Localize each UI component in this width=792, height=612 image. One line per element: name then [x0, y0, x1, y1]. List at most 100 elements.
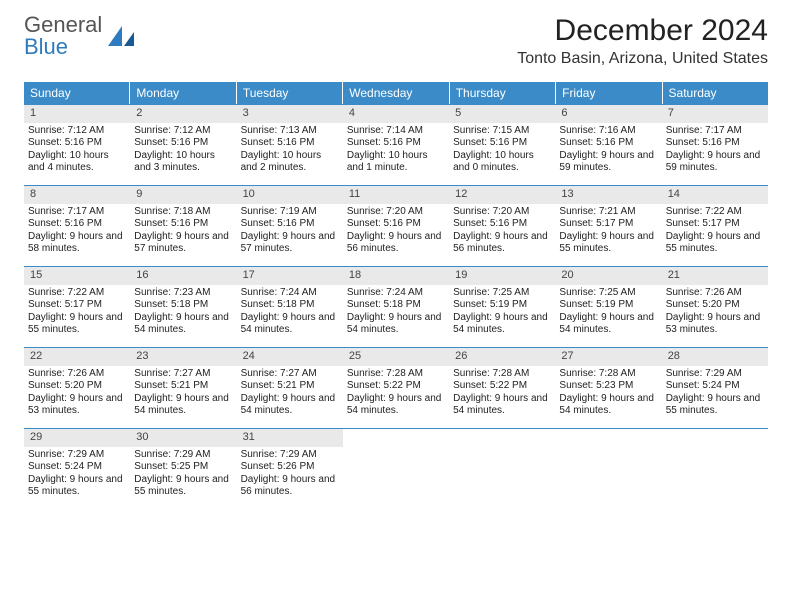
- page-subtitle: Tonto Basin, Arizona, United States: [517, 50, 768, 68]
- daylight-text: Daylight: 9 hours and 53 minutes.: [28, 393, 126, 418]
- sunset-text: Sunset: 5:16 PM: [28, 218, 126, 231]
- sunset-text: Sunset: 5:16 PM: [666, 137, 764, 150]
- week-row: 22Sunrise: 7:26 AMSunset: 5:20 PMDayligh…: [24, 347, 768, 428]
- day-cell: 7Sunrise: 7:17 AMSunset: 5:16 PMDaylight…: [662, 105, 768, 185]
- day-of-week-header: Monday: [130, 82, 236, 104]
- daylight-text: Daylight: 9 hours and 54 minutes.: [241, 393, 339, 418]
- day-body: Sunrise: 7:14 AMSunset: 5:16 PMDaylight:…: [343, 123, 449, 181]
- day-number: 29: [24, 429, 130, 447]
- sunset-text: Sunset: 5:16 PM: [134, 218, 232, 231]
- daylight-text: Daylight: 9 hours and 55 minutes.: [559, 231, 657, 256]
- sunrise-text: Sunrise: 7:12 AM: [134, 125, 232, 138]
- day-body: Sunrise: 7:28 AMSunset: 5:22 PMDaylight:…: [343, 366, 449, 424]
- day-body: Sunrise: 7:21 AMSunset: 5:17 PMDaylight:…: [555, 204, 661, 262]
- sunrise-text: Sunrise: 7:22 AM: [666, 206, 764, 219]
- calendar: SundayMondayTuesdayWednesdayThursdayFrid…: [24, 82, 768, 509]
- top-bar: General Blue December 2024 Tonto Basin, …: [24, 14, 768, 68]
- day-body: Sunrise: 7:15 AMSunset: 5:16 PMDaylight:…: [449, 123, 555, 181]
- day-number: 3: [237, 105, 343, 123]
- daylight-text: Daylight: 9 hours and 57 minutes.: [134, 231, 232, 256]
- sunrise-text: Sunrise: 7:21 AM: [559, 206, 657, 219]
- day-cell: 27Sunrise: 7:28 AMSunset: 5:23 PMDayligh…: [555, 348, 661, 428]
- logo: General Blue: [24, 14, 136, 58]
- sunset-text: Sunset: 5:21 PM: [241, 380, 339, 393]
- sunrise-text: Sunrise: 7:20 AM: [453, 206, 551, 219]
- day-number: 24: [237, 348, 343, 366]
- daylight-text: Daylight: 9 hours and 54 minutes.: [347, 312, 445, 337]
- sunrise-text: Sunrise: 7:27 AM: [241, 368, 339, 381]
- sunrise-text: Sunrise: 7:24 AM: [347, 287, 445, 300]
- day-body: Sunrise: 7:23 AMSunset: 5:18 PMDaylight:…: [130, 285, 236, 343]
- day-body: Sunrise: 7:17 AMSunset: 5:16 PMDaylight:…: [662, 123, 768, 181]
- sunset-text: Sunset: 5:22 PM: [453, 380, 551, 393]
- day-body: Sunrise: 7:22 AMSunset: 5:17 PMDaylight:…: [24, 285, 130, 343]
- sunset-text: Sunset: 5:16 PM: [453, 137, 551, 150]
- week-row: 15Sunrise: 7:22 AMSunset: 5:17 PMDayligh…: [24, 266, 768, 347]
- day-body: Sunrise: 7:22 AMSunset: 5:17 PMDaylight:…: [662, 204, 768, 262]
- daylight-text: Daylight: 9 hours and 58 minutes.: [28, 231, 126, 256]
- day-cell: 5Sunrise: 7:15 AMSunset: 5:16 PMDaylight…: [449, 105, 555, 185]
- day-number: 26: [449, 348, 555, 366]
- day-body: Sunrise: 7:20 AMSunset: 5:16 PMDaylight:…: [343, 204, 449, 262]
- day-cell: 20Sunrise: 7:25 AMSunset: 5:19 PMDayligh…: [555, 267, 661, 347]
- day-cell: 25Sunrise: 7:28 AMSunset: 5:22 PMDayligh…: [343, 348, 449, 428]
- day-body: Sunrise: 7:29 AMSunset: 5:24 PMDaylight:…: [662, 366, 768, 424]
- daylight-text: Daylight: 9 hours and 55 minutes.: [134, 474, 232, 499]
- day-number: 30: [130, 429, 236, 447]
- week-row: 29Sunrise: 7:29 AMSunset: 5:24 PMDayligh…: [24, 428, 768, 509]
- day-number: 28: [662, 348, 768, 366]
- sunrise-text: Sunrise: 7:26 AM: [666, 287, 764, 300]
- day-cell: 13Sunrise: 7:21 AMSunset: 5:17 PMDayligh…: [555, 186, 661, 266]
- day-body: Sunrise: 7:27 AMSunset: 5:21 PMDaylight:…: [237, 366, 343, 424]
- sunrise-text: Sunrise: 7:14 AM: [347, 125, 445, 138]
- day-body: Sunrise: 7:16 AMSunset: 5:16 PMDaylight:…: [555, 123, 661, 181]
- daylight-text: Daylight: 10 hours and 3 minutes.: [134, 150, 232, 175]
- daylight-text: Daylight: 9 hours and 55 minutes.: [28, 474, 126, 499]
- daylight-text: Daylight: 9 hours and 54 minutes.: [347, 393, 445, 418]
- sunset-text: Sunset: 5:16 PM: [241, 137, 339, 150]
- day-cell: 18Sunrise: 7:24 AMSunset: 5:18 PMDayligh…: [343, 267, 449, 347]
- daylight-text: Daylight: 10 hours and 2 minutes.: [241, 150, 339, 175]
- day-cell: 10Sunrise: 7:19 AMSunset: 5:16 PMDayligh…: [237, 186, 343, 266]
- daylight-text: Daylight: 9 hours and 59 minutes.: [559, 150, 657, 175]
- day-number: 18: [343, 267, 449, 285]
- sunset-text: Sunset: 5:18 PM: [241, 299, 339, 312]
- day-body: Sunrise: 7:19 AMSunset: 5:16 PMDaylight:…: [237, 204, 343, 262]
- day-number: 22: [24, 348, 130, 366]
- day-body: Sunrise: 7:28 AMSunset: 5:23 PMDaylight:…: [555, 366, 661, 424]
- day-body: Sunrise: 7:24 AMSunset: 5:18 PMDaylight:…: [237, 285, 343, 343]
- day-number: 2: [130, 105, 236, 123]
- day-cell: [343, 429, 449, 509]
- daylight-text: Daylight: 9 hours and 54 minutes.: [134, 393, 232, 418]
- day-cell: 23Sunrise: 7:27 AMSunset: 5:21 PMDayligh…: [130, 348, 236, 428]
- day-body: Sunrise: 7:26 AMSunset: 5:20 PMDaylight:…: [662, 285, 768, 343]
- day-cell: 15Sunrise: 7:22 AMSunset: 5:17 PMDayligh…: [24, 267, 130, 347]
- sunset-text: Sunset: 5:24 PM: [28, 461, 126, 474]
- day-number: 10: [237, 186, 343, 204]
- sunset-text: Sunset: 5:22 PM: [347, 380, 445, 393]
- sunrise-text: Sunrise: 7:17 AM: [666, 125, 764, 138]
- day-body: Sunrise: 7:29 AMSunset: 5:26 PMDaylight:…: [237, 447, 343, 505]
- sunset-text: Sunset: 5:17 PM: [28, 299, 126, 312]
- day-of-week-header: Sunday: [24, 82, 130, 104]
- day-cell: 22Sunrise: 7:26 AMSunset: 5:20 PMDayligh…: [24, 348, 130, 428]
- day-of-week-header: Thursday: [450, 82, 556, 104]
- logo-word-blue: Blue: [24, 34, 68, 59]
- sunrise-text: Sunrise: 7:29 AM: [241, 449, 339, 462]
- daylight-text: Daylight: 10 hours and 0 minutes.: [453, 150, 551, 175]
- daylight-text: Daylight: 9 hours and 54 minutes.: [453, 393, 551, 418]
- sunset-text: Sunset: 5:20 PM: [666, 299, 764, 312]
- sunrise-text: Sunrise: 7:15 AM: [453, 125, 551, 138]
- daylight-text: Daylight: 9 hours and 54 minutes.: [559, 393, 657, 418]
- day-number: 15: [24, 267, 130, 285]
- sunrise-text: Sunrise: 7:24 AM: [241, 287, 339, 300]
- sunrise-text: Sunrise: 7:28 AM: [453, 368, 551, 381]
- sunset-text: Sunset: 5:16 PM: [453, 218, 551, 231]
- day-cell: 1Sunrise: 7:12 AMSunset: 5:16 PMDaylight…: [24, 105, 130, 185]
- day-cell: 30Sunrise: 7:29 AMSunset: 5:25 PMDayligh…: [130, 429, 236, 509]
- daylight-text: Daylight: 9 hours and 53 minutes.: [666, 312, 764, 337]
- day-number: 16: [130, 267, 236, 285]
- day-cell: 28Sunrise: 7:29 AMSunset: 5:24 PMDayligh…: [662, 348, 768, 428]
- day-body: Sunrise: 7:27 AMSunset: 5:21 PMDaylight:…: [130, 366, 236, 424]
- sunset-text: Sunset: 5:23 PM: [559, 380, 657, 393]
